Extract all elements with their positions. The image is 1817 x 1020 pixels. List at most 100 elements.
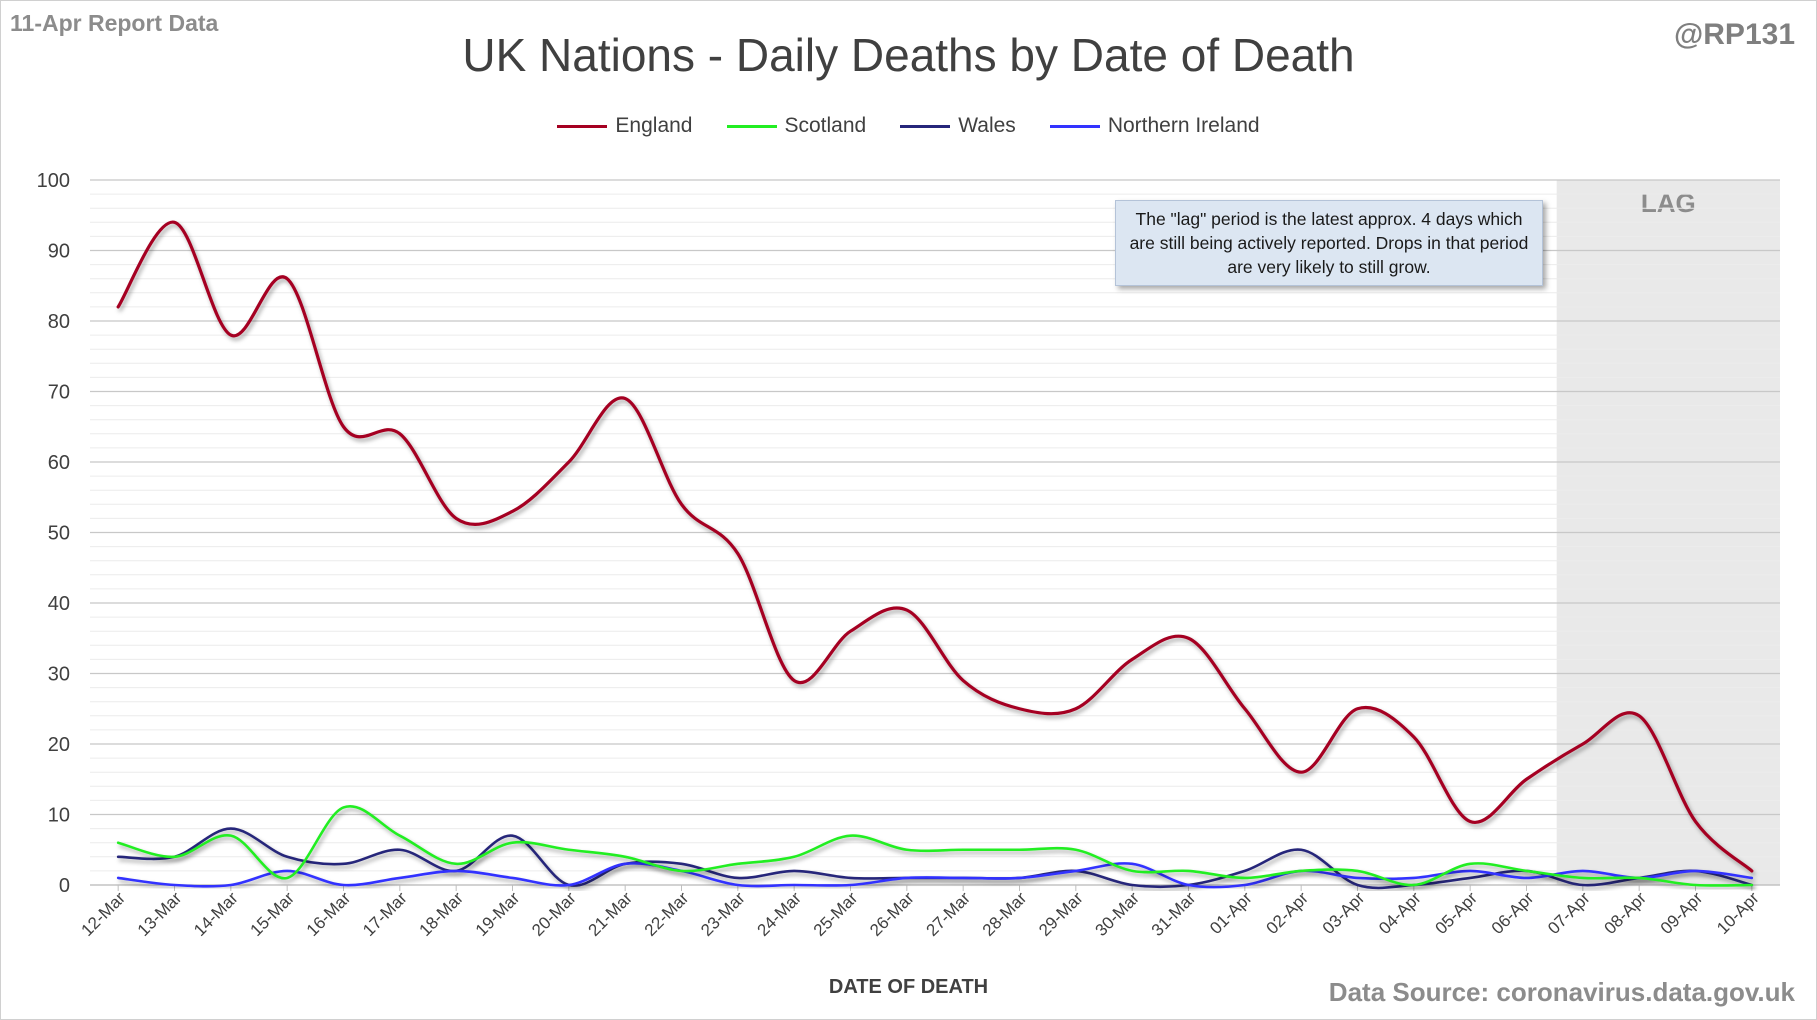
data-point-scotland <box>118 842 119 843</box>
data-source: Data Source: coronavirus.data.gov.uk <box>1328 977 1795 1007</box>
data-point-wales <box>343 863 344 864</box>
report-date-label: 11-Apr Report Data <box>10 10 219 36</box>
legend-label-northern-ireland: Northern Ireland <box>1107 114 1260 137</box>
y-tick-label: 20 <box>48 734 70 756</box>
series-line-england <box>116 220 1754 873</box>
data-point-england <box>963 680 964 681</box>
x-tick-label: 09-Apr <box>1657 888 1707 938</box>
legend-item-northern-ireland: Northern Ireland <box>1049 114 1260 138</box>
data-point-england <box>906 610 907 611</box>
legend-swatch-scotland <box>726 124 777 128</box>
data-point-scotland <box>1413 885 1414 886</box>
data-point-northern-ireland <box>287 870 288 871</box>
data-point-northern-ireland <box>1357 877 1358 878</box>
data-point-northern-ireland <box>1244 885 1245 886</box>
data-point-northern-ireland <box>1413 877 1414 878</box>
data-point-scotland <box>1582 877 1583 878</box>
data-point-wales <box>681 863 682 864</box>
data-point-england <box>1526 779 1527 780</box>
data-point-england <box>850 631 851 632</box>
data-point-england <box>1582 744 1583 745</box>
legend-swatch-wales <box>900 124 951 128</box>
y-tick-label: 60 <box>48 452 70 474</box>
data-point-scotland <box>343 807 344 808</box>
x-tick-label: 08-Apr <box>1600 888 1650 938</box>
x-tick-label: 30-Mar <box>1091 888 1143 940</box>
data-point-england <box>625 398 626 399</box>
legend-swatch-england <box>557 124 608 128</box>
data-point-scotland <box>568 849 569 850</box>
data-point-northern-ireland <box>568 885 569 886</box>
y-tick-label: 80 <box>48 311 70 333</box>
data-point-wales <box>850 877 851 878</box>
x-tick-label: 28-Mar <box>979 888 1031 940</box>
data-point-wales <box>230 828 231 829</box>
x-tick-label: 29-Mar <box>1035 888 1087 940</box>
data-point-scotland <box>1470 863 1471 864</box>
data-point-northern-ireland <box>963 877 964 878</box>
data-point-northern-ireland <box>174 885 175 886</box>
x-tick-label: 27-Mar <box>922 888 974 940</box>
data-point-england <box>343 426 344 427</box>
data-point-northern-ireland <box>1188 885 1189 886</box>
data-point-england <box>737 553 738 554</box>
data-point-scotland <box>1019 849 1020 850</box>
y-tick-label: 10 <box>48 805 70 827</box>
series-line-scotland <box>116 804 1754 887</box>
data-point-england <box>794 680 795 681</box>
data-point-northern-ireland <box>512 877 513 878</box>
data-point-england <box>1188 638 1189 639</box>
data-point-wales <box>1244 870 1245 871</box>
data-point-england <box>1751 870 1752 871</box>
data-point-scotland <box>1188 870 1189 871</box>
legend-item-scotland: Scotland <box>726 114 866 138</box>
data-point-northern-ireland <box>906 877 907 878</box>
x-tick-label: 06-Apr <box>1488 888 1538 938</box>
data-point-scotland <box>681 870 682 871</box>
legend-label-wales: Wales <box>958 114 1016 137</box>
legend: England Scotland Wales Northern Ireland <box>0 114 1817 138</box>
data-point-northern-ireland <box>118 877 119 878</box>
data-point-scotland <box>512 842 513 843</box>
data-point-northern-ireland <box>794 885 795 886</box>
data-point-northern-ireland <box>737 885 738 886</box>
data-point-england <box>287 278 288 279</box>
data-point-england <box>1357 708 1358 709</box>
data-point-scotland <box>456 863 457 864</box>
data-point-northern-ireland <box>625 863 626 864</box>
data-point-scotland <box>737 863 738 864</box>
data-point-wales <box>399 849 400 850</box>
data-point-scotland <box>399 835 400 836</box>
x-tick-label: 12-Mar <box>77 888 129 940</box>
data-point-northern-ireland <box>399 877 400 878</box>
data-point-england <box>568 462 569 463</box>
data-point-northern-ireland <box>850 885 851 886</box>
series-line-northern-ireland <box>116 862 1754 889</box>
data-point-england <box>1244 708 1245 709</box>
x-axis-title: DATE OF DEATH <box>828 976 989 998</box>
y-tick-label: 70 <box>48 382 70 404</box>
data-point-scotland <box>287 877 288 878</box>
data-point-scotland <box>1075 849 1076 850</box>
series-line-wales <box>116 827 1754 890</box>
data-point-england <box>118 306 119 307</box>
chart-title: UK Nations - Daily Deaths by Date of Dea… <box>462 29 1355 81</box>
x-tick-label: 21-Mar <box>584 888 636 940</box>
data-point-wales <box>287 856 288 857</box>
data-point-scotland <box>1526 870 1527 871</box>
data-point-england <box>1132 659 1133 660</box>
x-tick-label: 17-Mar <box>359 888 411 940</box>
data-point-northern-ireland <box>1751 877 1752 878</box>
data-point-northern-ireland <box>1470 870 1471 871</box>
data-point-scotland <box>1751 885 1752 886</box>
x-tick-label: 19-Mar <box>472 888 524 940</box>
data-point-england <box>1075 708 1076 709</box>
lag-label: LAG <box>1641 188 1696 218</box>
x-tick-label: 23-Mar <box>697 888 749 940</box>
y-tick-label: 50 <box>48 523 70 545</box>
data-point-wales <box>794 870 795 871</box>
y-tick-label: 90 <box>48 241 70 263</box>
data-point-scotland <box>1132 870 1133 871</box>
data-point-wales <box>1301 849 1302 850</box>
